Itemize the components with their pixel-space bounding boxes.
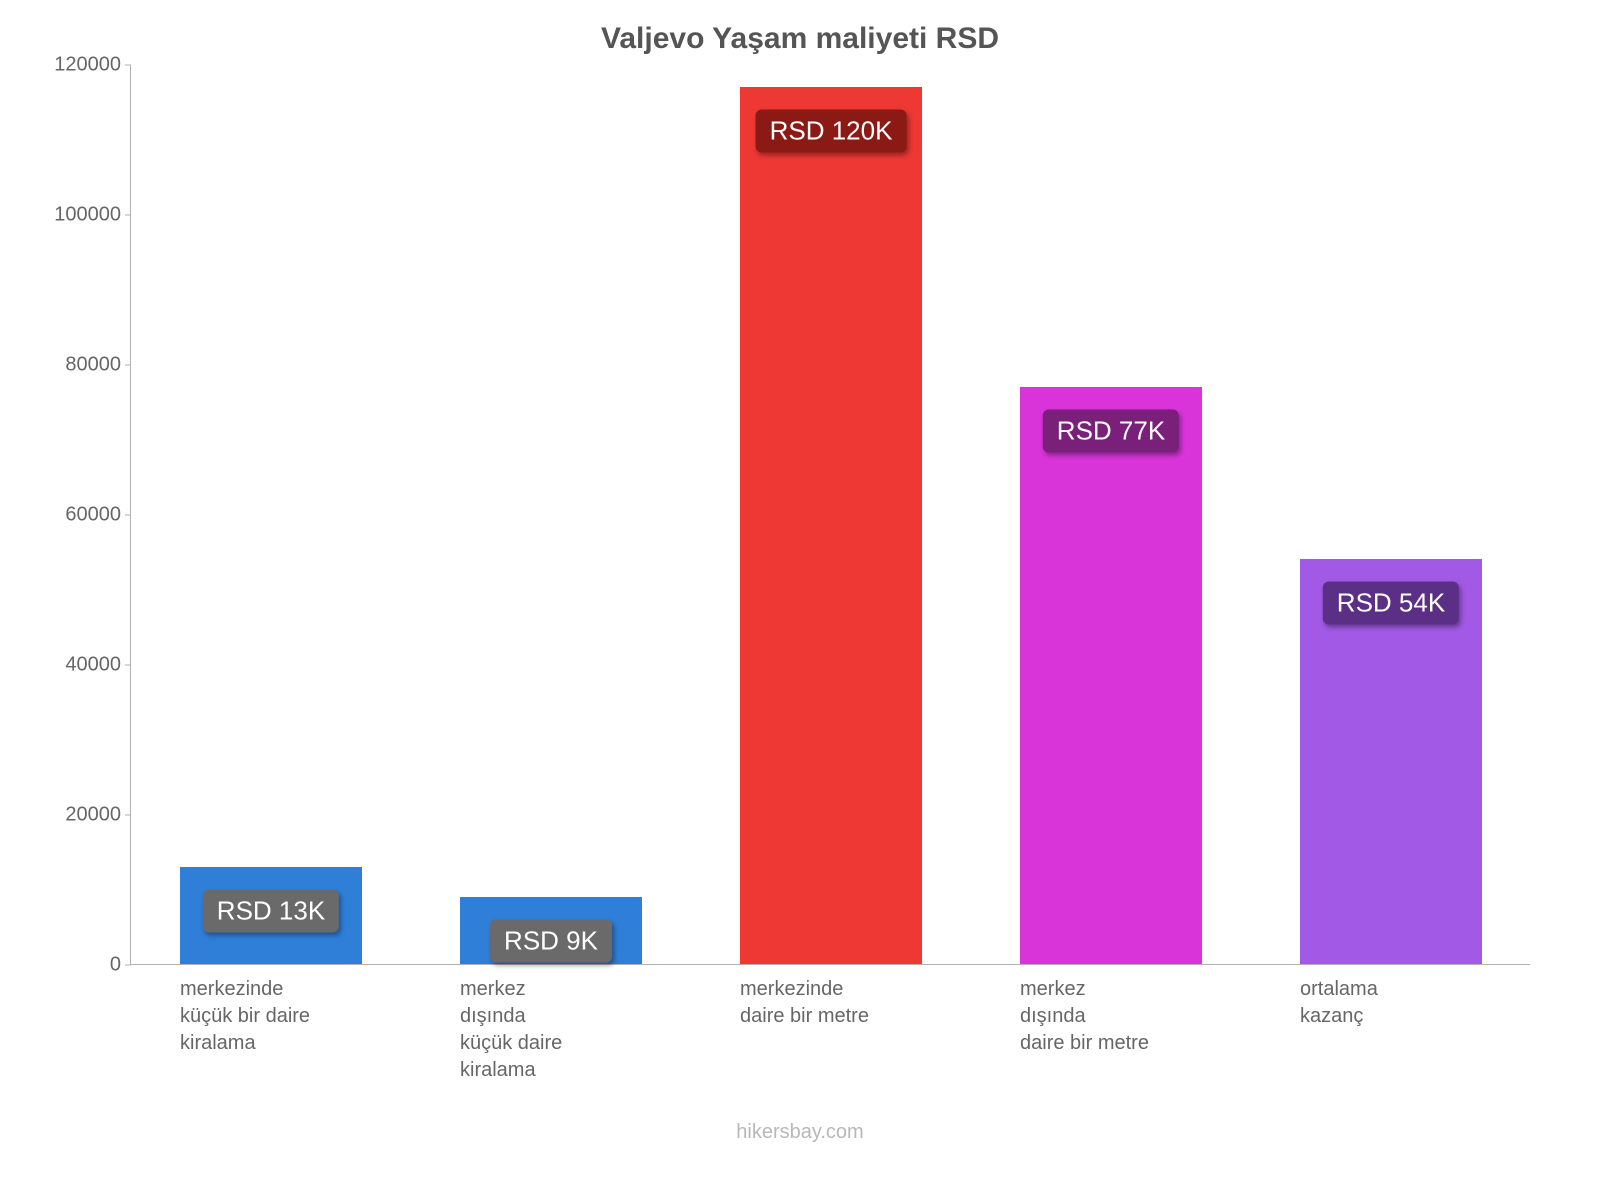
y-axis-tick-label: 20000	[41, 804, 121, 827]
x-axis-label: merkezinde daire bir metre	[740, 976, 922, 1030]
value-badge: RSD 13K	[203, 889, 339, 932]
plot-area: 020000400006000080000100000120000RSD 13K…	[130, 65, 1530, 965]
y-axis-tick-mark	[125, 665, 131, 666]
x-axis-label: merkezinde küçük bir daire kiralama	[180, 976, 362, 1057]
x-axis-label: ortalama kazanç	[1300, 976, 1482, 1030]
x-axis-label: merkez dışında küçük daire kiralama	[460, 976, 642, 1084]
y-axis-tick-label: 100000	[41, 204, 121, 227]
y-axis-tick-mark	[125, 815, 131, 816]
value-badge: RSD 9K	[490, 919, 612, 962]
x-axis-label: merkez dışında daire bir metre	[1020, 976, 1202, 1057]
value-badge: RSD 120K	[756, 109, 907, 152]
y-axis-tick-label: 0	[41, 954, 121, 977]
y-axis-tick-mark	[125, 515, 131, 516]
bar	[1020, 387, 1202, 965]
y-axis-tick-label: 60000	[41, 504, 121, 527]
y-axis-tick-mark	[125, 365, 131, 366]
y-axis-tick-label: 40000	[41, 654, 121, 677]
y-axis-tick-label: 80000	[41, 354, 121, 377]
chart-title: Valjevo Yaşam maliyeti RSD	[0, 22, 1600, 56]
y-axis-tick-mark	[125, 215, 131, 216]
bar	[740, 87, 922, 965]
attribution-text: hikersbay.com	[0, 1121, 1600, 1144]
chart-stage: Valjevo Yaşam maliyeti RSD 0200004000060…	[0, 0, 1600, 1200]
y-axis-tick-mark	[125, 965, 131, 966]
y-axis-tick-label: 120000	[41, 54, 121, 77]
y-axis-tick-mark	[125, 65, 131, 66]
value-badge: RSD 77K	[1043, 409, 1179, 452]
value-badge: RSD 54K	[1323, 582, 1459, 625]
